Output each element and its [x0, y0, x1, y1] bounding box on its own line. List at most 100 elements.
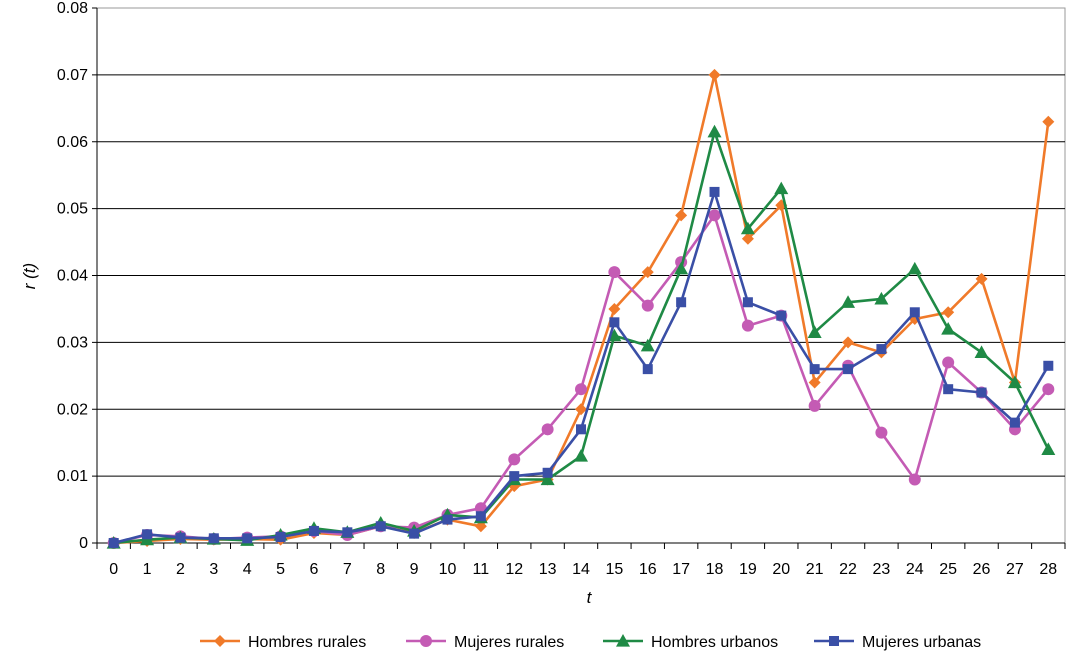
series-line: [113, 130, 1050, 545]
data-point: [809, 364, 820, 375]
data-point: [474, 520, 487, 533]
x-tick-label: 24: [906, 561, 924, 578]
data-point: [807, 325, 822, 338]
data-point: [676, 297, 687, 308]
y-tick-label: 0.07: [57, 67, 88, 84]
x-tick-label: 15: [605, 561, 623, 578]
data-point: [876, 344, 887, 355]
data-point: [776, 310, 787, 321]
y-tick-label: 0.04: [57, 268, 88, 285]
data-point: [576, 424, 586, 435]
data-point: [475, 511, 486, 522]
y-tick-label: 0.03: [57, 334, 88, 351]
data-point: [1009, 417, 1020, 428]
data-point: [609, 317, 620, 328]
data-point: [909, 307, 920, 318]
x-tick-label: 2: [176, 561, 185, 578]
data-point: [843, 364, 854, 375]
data-point: [575, 403, 587, 416]
x-tick-label: 8: [376, 561, 385, 578]
x-tick-label: 5: [276, 561, 285, 578]
x-tick-label: 19: [739, 561, 757, 578]
x-tick-label: 7: [343, 561, 352, 578]
data-point: [941, 322, 956, 335]
data-point: [842, 336, 855, 349]
data-point: [540, 472, 555, 486]
x-tick-label: 11: [473, 561, 490, 578]
data-point: [275, 531, 286, 542]
data-point: [974, 345, 989, 359]
data-point: [708, 209, 721, 222]
data-point: [976, 387, 987, 398]
data-point: [308, 525, 319, 536]
data-point: [908, 473, 921, 486]
data-point: [943, 384, 954, 395]
legend-marker: [616, 634, 630, 647]
y-tick-label: 0.01: [57, 468, 88, 485]
data-point: [1043, 360, 1054, 371]
data-point: [942, 306, 955, 319]
x-tick-label: 13: [539, 561, 557, 578]
series-mujeres-rurales: [107, 209, 1055, 549]
series-line: [113, 190, 1050, 545]
data-point: [442, 514, 453, 525]
legend-marker: [214, 635, 226, 647]
data-point: [641, 266, 654, 279]
data-point: [641, 299, 654, 312]
legend-item: Mujeres rurales: [406, 634, 564, 651]
data-point: [708, 68, 721, 81]
data-point: [675, 209, 688, 222]
y-tick-label: 0.05: [57, 201, 88, 218]
data-point: [575, 383, 587, 396]
data-point: [642, 364, 653, 375]
data-point: [808, 399, 821, 412]
data-point: [709, 186, 720, 197]
x-tick-label: 3: [209, 561, 218, 578]
x-tick-label: 18: [706, 561, 724, 578]
series-line: [113, 214, 1050, 545]
legend-label: Hombres urbanos: [651, 634, 778, 651]
legend-label: Hombres rurales: [248, 634, 366, 651]
legend-marker: [829, 636, 839, 646]
data-point: [640, 338, 655, 352]
y-axis-title: r (t): [20, 263, 39, 289]
x-tick-label: 12: [505, 561, 523, 578]
x-tick-label: 16: [639, 561, 657, 578]
legend-item: Hombres urbanos: [603, 634, 778, 651]
series-line: [113, 73, 1050, 545]
data-point: [541, 423, 554, 436]
data-point: [742, 297, 753, 308]
x-tick-label: 21: [806, 561, 824, 578]
x-tick-label: 1: [143, 561, 152, 578]
data-point: [375, 521, 386, 532]
data-point: [942, 356, 955, 369]
data-point: [508, 453, 521, 466]
x-axis-title: t: [587, 588, 593, 607]
data-point: [542, 467, 553, 478]
x-tick-label: 22: [839, 561, 857, 578]
series-mujeres-urbanas: [108, 186, 1054, 548]
data-point: [509, 471, 520, 482]
data-point: [409, 528, 420, 539]
legend-item: Hombres rurales: [200, 634, 366, 651]
data-point: [142, 529, 153, 540]
y-tick-label: 0: [79, 535, 88, 552]
data-point: [607, 328, 622, 342]
data-point: [907, 261, 922, 275]
data-point: [975, 272, 988, 285]
data-point: [208, 533, 219, 544]
x-tick-label: 25: [939, 561, 957, 578]
x-tick-label: 20: [772, 561, 790, 578]
data-point: [175, 532, 186, 543]
x-tick-label: 10: [439, 561, 457, 578]
x-tick-label: 27: [1006, 561, 1024, 578]
data-point: [608, 266, 621, 279]
data-point: [841, 295, 856, 308]
data-point: [1007, 375, 1022, 389]
data-point: [808, 376, 821, 389]
x-tick-label: 6: [310, 561, 319, 578]
data-point: [741, 319, 754, 332]
data-point: [874, 291, 889, 305]
x-tick-label: 17: [672, 561, 690, 578]
